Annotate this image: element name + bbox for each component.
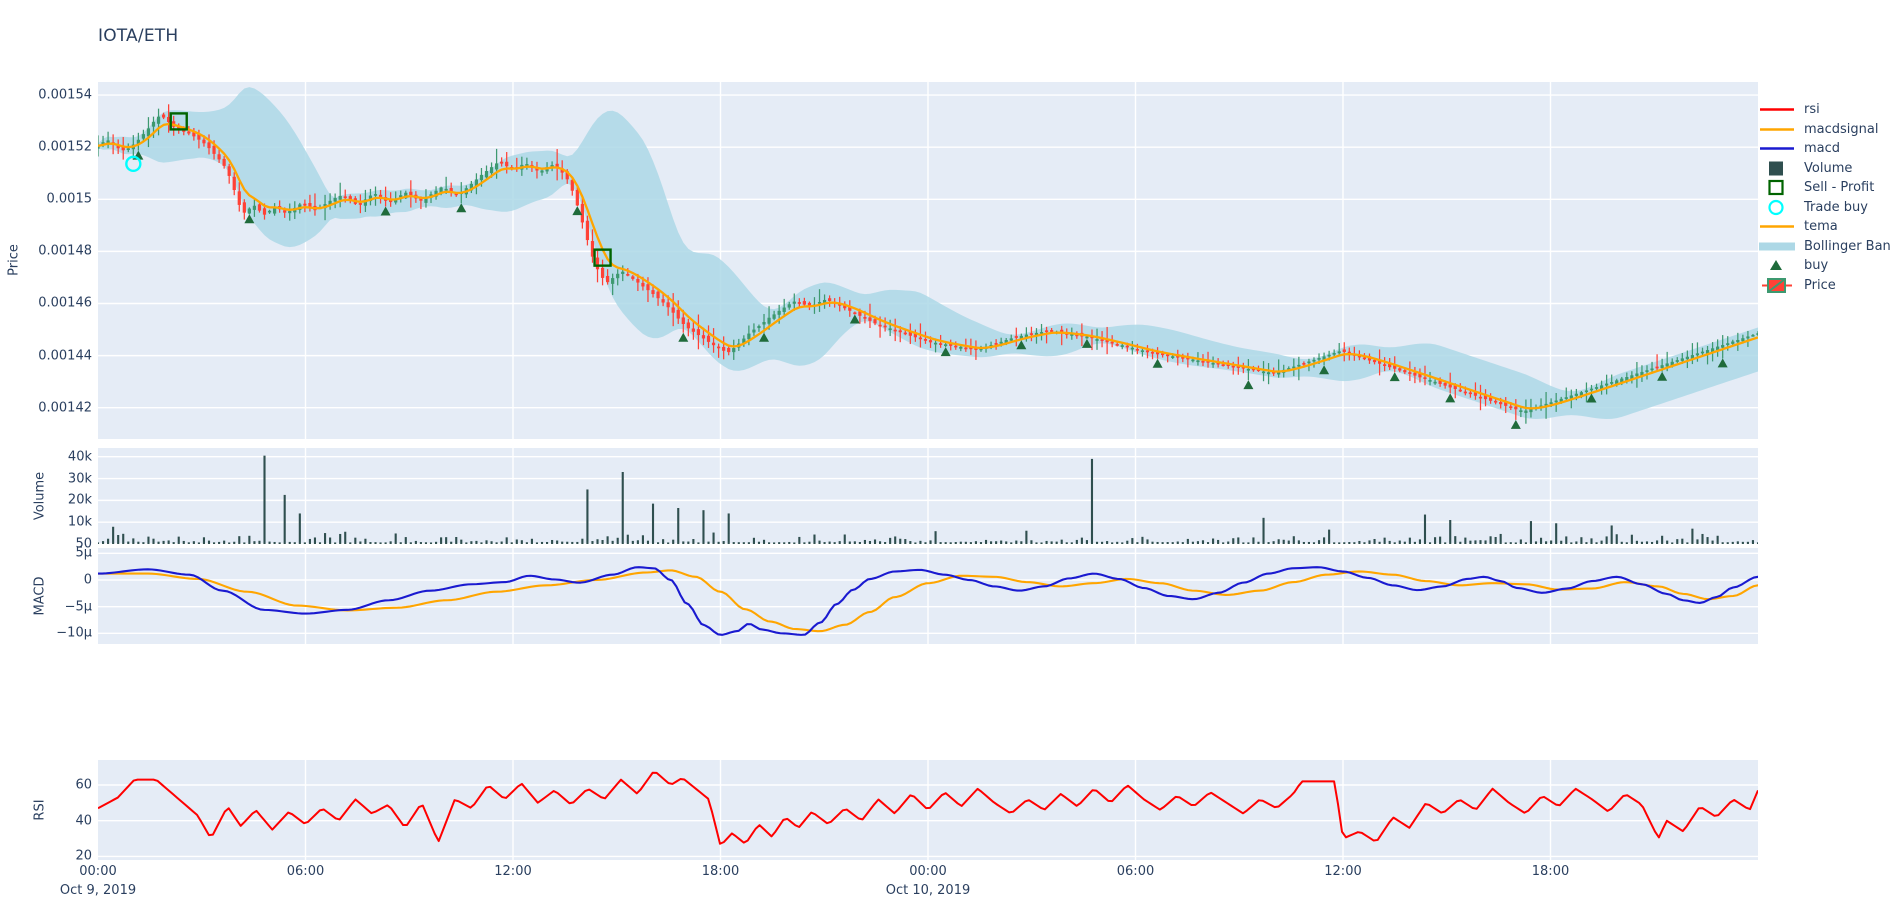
y-tick-label: 30k	[67, 471, 92, 487]
rsi-yticks: 60 40 20	[0, 760, 92, 864]
x-tick-label: 18:00	[1531, 864, 1570, 879]
y-tick-label: 0.0015	[46, 191, 93, 207]
open-square-icon	[1758, 178, 1796, 197]
legend-item-label: macd	[1804, 141, 1841, 157]
y-tick-label: 0.00144	[38, 348, 92, 364]
volume-yticks: 40k 30k 20k 10k 50	[0, 448, 92, 551]
line-orange-icon	[1758, 217, 1796, 236]
price-panel	[98, 82, 1758, 439]
legend[interactable]: rsi macdsignal macd Volume Sell - Profit Trad…	[1758, 100, 1890, 296]
y-tick-label: −5μ	[64, 599, 92, 615]
x-tick-label: 12:00	[1324, 864, 1362, 879]
legend-item-label: tema	[1804, 219, 1838, 235]
legend-item[interactable]: Sell - Profit	[1758, 178, 1888, 198]
x-date-label: Oct 9, 2019	[59, 883, 137, 898]
filled-square-icon	[1758, 159, 1796, 178]
line-blue-icon	[1758, 139, 1796, 158]
legend-item[interactable]: Volume	[1758, 159, 1888, 179]
line-orange-icon	[1758, 120, 1796, 139]
x-axis: 00:00 06:00 12:00 18:00 00:00 06:00 12:00 18:00…	[60, 862, 1758, 902]
price-axis-label: Price	[6, 244, 22, 276]
legend-item-label: Price	[1804, 277, 1836, 293]
legend-item[interactable]: rsi	[1758, 100, 1888, 120]
y-tick-label: 0.00152	[38, 139, 92, 155]
y-tick-label: 40	[75, 813, 92, 829]
legend-item-label: Trade buy	[1804, 199, 1868, 215]
y-tick-label: 20k	[67, 492, 92, 508]
y-tick-label: 0.00142	[38, 400, 92, 416]
y-tick-label: 0.00148	[38, 243, 92, 259]
x-tick-label: 06:00	[1116, 864, 1155, 879]
macd-axis-label: MACD	[32, 576, 48, 616]
legend-item[interactable]: Trade buy	[1758, 198, 1888, 218]
y-tick-label: 40k	[67, 449, 92, 465]
legend-item-label: rsi	[1804, 102, 1820, 118]
legend-item[interactable]: Price	[1758, 276, 1888, 296]
y-tick-label: 10k	[67, 514, 92, 530]
rsi-panel	[98, 760, 1758, 860]
rsi-axis-label: RSI	[32, 799, 48, 821]
x-date-label: Oct 10, 2019	[885, 883, 971, 898]
y-tick-label: 20	[75, 848, 92, 864]
legend-item[interactable]: macdsignal	[1758, 120, 1888, 140]
open-circle-icon	[1758, 198, 1796, 217]
legend-item[interactable]: buy	[1758, 256, 1888, 276]
band-swatch-icon	[1758, 237, 1796, 256]
legend-item-label: buy	[1804, 258, 1829, 274]
volume-axis-label: Volume	[32, 471, 48, 521]
x-tick-label: 00:00	[79, 864, 117, 879]
y-tick-label: 5μ	[75, 545, 92, 561]
macd-panel	[98, 548, 1758, 644]
x-tick-label: 18:00	[701, 864, 740, 879]
y-tick-label: 0.00146	[38, 295, 92, 311]
y-tick-label: 50	[75, 536, 92, 552]
legend-item-label: macdsignal	[1804, 121, 1879, 137]
x-tick-label: 06:00	[286, 864, 325, 879]
line-red-icon	[1758, 100, 1796, 119]
candlestick-icon	[1758, 276, 1796, 295]
y-tick-label: −10μ	[56, 625, 92, 641]
legend-item[interactable]: Bollinger Band	[1758, 237, 1890, 257]
y-tick-label: 0	[83, 572, 92, 588]
price-plot[interactable]	[98, 82, 1758, 439]
macd-plot[interactable]	[98, 548, 1758, 644]
rsi-plot[interactable]	[98, 760, 1758, 860]
price-yticks: 0.00154 0.00152 0.0015 0.00148 0.00146 0.0014…	[0, 82, 92, 439]
x-tick-label: 00:00	[909, 864, 947, 879]
page-title: IOTA/ETH	[98, 26, 179, 46]
legend-item-label: Bollinger Band	[1804, 238, 1890, 254]
macd-yticks: 5μ 0 −5μ −10μ	[0, 545, 92, 644]
legend-item[interactable]: macd	[1758, 139, 1888, 159]
legend-item-label: Sell - Profit	[1804, 180, 1875, 196]
volume-plot[interactable]	[98, 448, 1758, 544]
legend-item-label: Volume	[1804, 160, 1853, 176]
y-tick-label: 0.00154	[38, 87, 92, 103]
legend-item[interactable]: tema	[1758, 217, 1888, 237]
triangle-up-icon	[1758, 256, 1796, 275]
volume-panel	[98, 448, 1758, 544]
y-tick-label: 60	[75, 777, 92, 793]
x-tick-label: 12:00	[494, 864, 532, 879]
